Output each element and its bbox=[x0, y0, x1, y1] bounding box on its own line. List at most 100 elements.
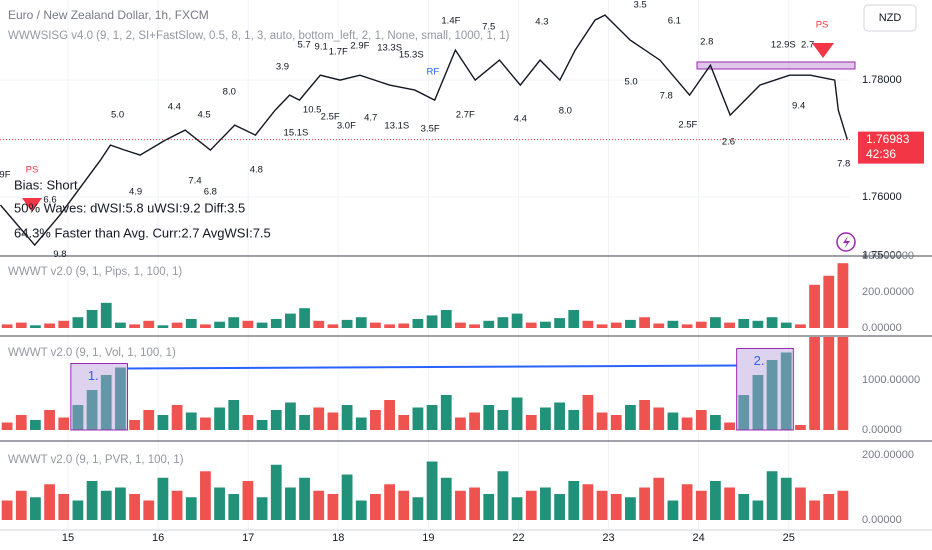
bar bbox=[285, 402, 296, 430]
x-tick-label: 15 bbox=[62, 532, 74, 544]
wave-label: 2.5F bbox=[678, 120, 697, 131]
bar bbox=[270, 319, 282, 328]
bar bbox=[823, 275, 835, 328]
bar bbox=[780, 352, 792, 430]
bar bbox=[681, 484, 693, 520]
bar bbox=[455, 417, 466, 430]
bar bbox=[256, 497, 268, 520]
bar bbox=[497, 410, 509, 430]
bar bbox=[540, 321, 551, 328]
bar bbox=[256, 420, 268, 430]
bar bbox=[724, 487, 735, 520]
bar bbox=[554, 402, 565, 430]
info-line: Bias: Short bbox=[14, 177, 78, 192]
bar bbox=[469, 487, 480, 520]
bar bbox=[625, 405, 636, 430]
bar bbox=[157, 325, 169, 328]
x-tick-label: 24 bbox=[693, 532, 705, 544]
currency-button[interactable] bbox=[863, 4, 917, 32]
bar bbox=[143, 410, 155, 430]
bar bbox=[327, 494, 339, 520]
bar bbox=[157, 415, 169, 430]
bar bbox=[327, 412, 339, 430]
bar bbox=[72, 500, 84, 520]
pane-title: WWWT v2.0 (9, 1, PVR, 1, 100, 1) bbox=[8, 454, 184, 466]
y-tick-label: 0.00000 bbox=[862, 514, 902, 526]
bar bbox=[228, 494, 240, 520]
bar bbox=[497, 471, 509, 520]
bar bbox=[341, 319, 353, 328]
bar bbox=[710, 415, 721, 430]
y-tick-label: 1.78000 bbox=[862, 74, 902, 86]
bar bbox=[214, 321, 225, 328]
bar bbox=[242, 320, 254, 328]
pane-title: WWWT v2.0 (9, 1, Pips, 1, 100, 1) bbox=[8, 266, 182, 278]
wave-label: 15.1S bbox=[284, 128, 309, 139]
wave-label: 4.3 bbox=[535, 17, 548, 28]
bar bbox=[299, 415, 310, 430]
last-price-label: 1.76983 bbox=[866, 132, 910, 146]
bar bbox=[30, 497, 41, 520]
bar bbox=[355, 500, 367, 520]
bar bbox=[355, 417, 367, 430]
bar bbox=[596, 490, 608, 520]
y-tick-label: 0.00000 bbox=[862, 424, 902, 436]
bar bbox=[483, 405, 495, 430]
bar bbox=[185, 412, 197, 430]
bar bbox=[610, 415, 622, 430]
bar bbox=[384, 324, 395, 328]
bar bbox=[653, 477, 665, 520]
wave-label: 7.4 bbox=[188, 176, 201, 187]
bar bbox=[426, 405, 438, 430]
bar bbox=[809, 337, 820, 430]
bar bbox=[100, 375, 112, 430]
bar bbox=[681, 324, 693, 328]
wave-label: 10.5 bbox=[303, 105, 322, 116]
bar bbox=[724, 422, 735, 430]
bar bbox=[370, 322, 381, 328]
x-tick-label: 23 bbox=[602, 532, 614, 544]
trend-line bbox=[127, 364, 737, 370]
bar bbox=[1, 324, 13, 328]
bar bbox=[766, 317, 778, 328]
alert-bolt bbox=[843, 236, 850, 249]
bar bbox=[171, 405, 183, 430]
bar bbox=[823, 337, 835, 430]
bar bbox=[837, 490, 849, 520]
wave-label: 9F bbox=[0, 170, 11, 181]
bar bbox=[823, 494, 835, 520]
bar bbox=[795, 487, 806, 520]
bar bbox=[313, 490, 325, 520]
bar bbox=[653, 323, 665, 328]
bar bbox=[384, 484, 395, 520]
bar bbox=[398, 323, 410, 328]
bar bbox=[58, 320, 70, 328]
bar bbox=[214, 407, 225, 430]
wave-label: 6.1 bbox=[668, 16, 681, 27]
pane-title: WWWT v2.0 (9, 1, Vol, 1, 100, 1) bbox=[8, 347, 176, 359]
bar bbox=[752, 375, 764, 430]
y-tick-label: 1000.00000 bbox=[862, 374, 920, 386]
bar bbox=[653, 407, 665, 430]
bar bbox=[86, 310, 98, 328]
currency-label: NZD bbox=[879, 12, 902, 24]
bar bbox=[341, 405, 353, 430]
bar bbox=[554, 318, 565, 328]
wave-label: 4.9 bbox=[129, 187, 142, 198]
bar bbox=[540, 407, 551, 430]
bar bbox=[483, 320, 495, 328]
wave-label: 7.5 bbox=[482, 22, 495, 33]
bar bbox=[30, 420, 41, 430]
bar bbox=[1, 422, 13, 430]
highlight-box bbox=[736, 348, 794, 431]
bar bbox=[738, 395, 750, 430]
bar bbox=[695, 410, 707, 430]
wave-label: 3.5F bbox=[421, 124, 440, 135]
bar bbox=[795, 425, 806, 430]
wave-label: 4.4 bbox=[168, 102, 181, 113]
bar bbox=[214, 487, 225, 520]
bar bbox=[809, 500, 820, 520]
bar bbox=[710, 317, 721, 328]
